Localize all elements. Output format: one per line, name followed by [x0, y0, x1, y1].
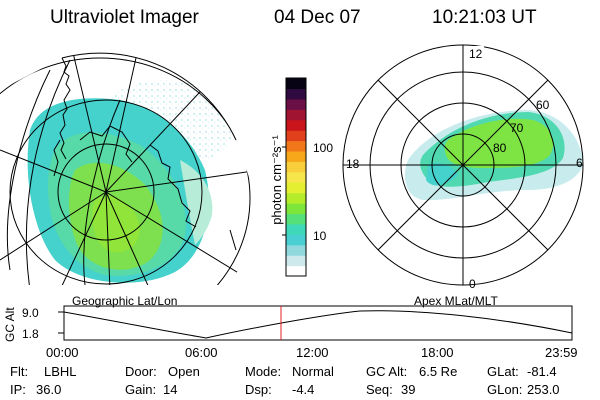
flt-value: LBHL: [44, 364, 77, 379]
xtick-0000: 00:00: [46, 345, 79, 360]
colorbar-swatch: [286, 88, 306, 100]
mlt-label-18: 18: [346, 157, 360, 171]
seq-value: 39: [401, 382, 416, 397]
dsp-label: Dsp:: [245, 382, 272, 397]
ip-value: 36.0: [36, 382, 62, 397]
mlt-label-bg-top: [468, 46, 484, 60]
right-aurora: [404, 110, 583, 201]
colorbar-swatch: [286, 119, 306, 131]
colorbar-swatch: [286, 109, 306, 121]
xtick-1200: 12:00: [296, 345, 329, 360]
glon-value: 253.0: [527, 382, 560, 397]
glon-label: GLon:: [487, 382, 523, 397]
gain-label: Gain:: [125, 382, 157, 397]
colorbar-swatch: [286, 150, 306, 162]
observation-time: 10:21:03 UT: [432, 7, 537, 28]
door-value: Open: [168, 364, 200, 379]
colorbar-swatch: [286, 182, 306, 194]
mode-value: Normal: [292, 364, 334, 379]
mlt-label-0: 0: [469, 277, 476, 291]
colorbar-tick-label-100: 100: [313, 141, 334, 155]
mode-label: Mode:: [245, 364, 282, 379]
glat-label: GLat:: [487, 364, 519, 379]
left-map-edge-mark: [229, 229, 237, 251]
gcalt-value: 6.5 Re: [419, 364, 458, 379]
altitude-curve: [63, 310, 573, 339]
observation-date: 04 Dec 07: [274, 7, 361, 28]
altitude-plot: GC Alt 9.0 1.8: [3, 305, 573, 342]
xtick-0600: 06:00: [185, 345, 218, 360]
colorbar-swatch: [286, 255, 306, 267]
colorbar-gradient: [286, 78, 306, 277]
colorbar-frame: [285, 77, 307, 277]
door-label: Door:: [125, 364, 157, 379]
dsp-value: -4.4: [292, 382, 315, 397]
colorbar-tick-label-10: 10: [313, 229, 327, 243]
colorbar-swatch: [286, 203, 306, 215]
left-grid: [0, 53, 253, 286]
colorbar-swatch: [286, 98, 306, 110]
gcalt-label: GC Alt:: [366, 364, 408, 379]
apex-caption: Apex MLat/MLT: [414, 294, 498, 308]
colorbar-unit-label: photon cm⁻²s⁻¹: [269, 135, 284, 225]
colorbar-swatch: [286, 78, 306, 90]
colorbar-swatch: [286, 244, 306, 256]
lat-label-60: 60: [536, 98, 550, 112]
instrument-title: Ultraviolet Imager: [50, 7, 199, 28]
colorbar-swatch: [286, 161, 306, 173]
coastline: [53, 57, 197, 228]
gain-value: 14: [163, 382, 178, 397]
colorbar-swatch: [286, 223, 306, 235]
colorbar-swatch: [286, 192, 306, 204]
colorbar: [282, 77, 307, 277]
altitude-ylabel: GC Alt: [3, 307, 17, 342]
polar-map: 12 18 6 0 60 70 80: [342, 44, 584, 291]
left-map-border: [61, 52, 237, 141]
colorbar-swatch: [286, 213, 306, 225]
ytick-label-1.8: 1.8: [22, 327, 39, 341]
altitude-plot-frame: [63, 305, 573, 341]
xtick-2359: 23:59: [545, 345, 578, 360]
geographic-map: [0, 52, 253, 286]
geographic-caption: Geographic Lat/Lon: [72, 294, 178, 308]
glat-value: -81.4: [527, 364, 557, 379]
seq-label: Seq:: [366, 382, 393, 397]
colorbar-swatch: [286, 171, 306, 183]
mlt-label-12: 12: [469, 47, 483, 61]
colorbar-swatch: [286, 265, 306, 277]
xtick-1800: 18:00: [421, 345, 454, 360]
ytick-label-9: 9.0: [22, 306, 39, 320]
colorbar-swatch: [286, 130, 306, 142]
lat-label-80: 80: [493, 141, 507, 155]
ip-label: IP:: [10, 382, 26, 397]
colorbar-swatch: [286, 140, 306, 152]
flt-label: Flt:: [10, 364, 29, 379]
colorbar-swatch: [286, 234, 306, 246]
mlt-label-6: 6: [576, 156, 583, 170]
polar-grid: [342, 44, 584, 286]
lat-label-70: 70: [510, 121, 524, 135]
